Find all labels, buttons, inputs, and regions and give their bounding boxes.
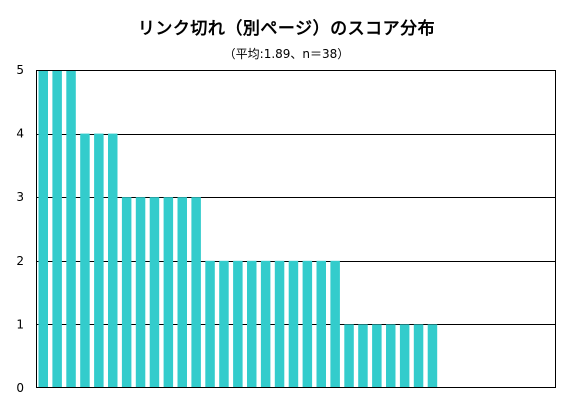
bar (274, 260, 285, 388)
bar (413, 324, 424, 388)
bar (163, 197, 174, 388)
bar (191, 197, 201, 388)
bar (205, 260, 215, 388)
y-tick-label: 1 (16, 317, 24, 331)
bar (288, 260, 299, 388)
bar (80, 133, 90, 388)
bar (316, 260, 326, 388)
bar (344, 324, 354, 388)
bar (372, 324, 382, 388)
bar (108, 133, 118, 388)
bar (38, 70, 48, 388)
y-tick-label: 2 (16, 254, 24, 268)
bar (247, 260, 257, 388)
bar (302, 260, 313, 388)
bar (219, 260, 229, 388)
bar (52, 70, 62, 388)
bar (66, 70, 76, 388)
chart-title: リンク切れ（別ページ）のスコア分布 (137, 19, 436, 39)
bar (386, 324, 396, 388)
bar (121, 197, 132, 388)
bar (330, 260, 340, 388)
bar (135, 197, 146, 388)
bar (233, 260, 243, 388)
y-axis-ticks: 0 1 2 3 4 5 (16, 63, 24, 395)
plot-area-frame (36, 70, 556, 388)
bar (358, 324, 368, 388)
bar (94, 133, 104, 388)
y-tick-label: 0 (16, 381, 24, 395)
bars (38, 70, 438, 388)
y-tick-label: 4 (16, 127, 24, 141)
bar (427, 324, 438, 388)
y-tick-label: 5 (16, 63, 24, 77)
bar (177, 197, 187, 388)
y-tick-label: 3 (16, 190, 24, 204)
bar (149, 197, 160, 388)
bar (260, 260, 271, 388)
chart-subtitle: （平均:1.89、n＝38） (223, 47, 350, 61)
bar (399, 324, 410, 388)
